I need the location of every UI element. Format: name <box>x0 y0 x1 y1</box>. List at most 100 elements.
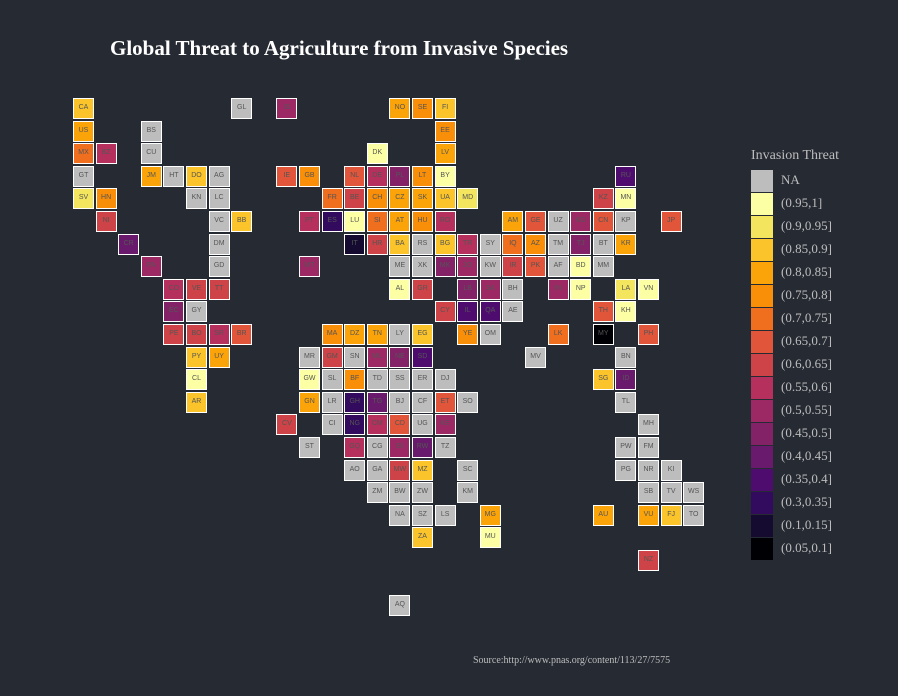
tile-mv: MV <box>525 346 546 368</box>
tile-label: SZ <box>418 510 427 518</box>
tile-label: NP <box>575 284 586 292</box>
tile-label: CI <box>328 420 336 428</box>
tile-label: CU <box>146 149 157 157</box>
tile-dk: DK <box>366 143 388 165</box>
tile-pa: PA <box>140 256 162 278</box>
tile-bb: BB <box>231 211 253 232</box>
tile-eg: EG <box>412 324 433 345</box>
tile-md: MD <box>457 188 479 210</box>
tile-label: KR <box>621 239 631 247</box>
tile-label: BB <box>237 217 247 224</box>
tile-label: BS <box>146 126 156 134</box>
legend-items: NA (0.95,1] (0.9,0.95] (0.85,0.9] (0.8,0.85]… <box>751 170 839 561</box>
tile-cr: CR <box>118 233 140 255</box>
tile-ve: VE <box>186 278 207 300</box>
tile-gq: GQ <box>344 437 366 458</box>
tile-label: KH <box>621 307 631 315</box>
legend-label: (0.05,0.1] <box>781 540 832 555</box>
legend-label: (0.3,0.35] <box>781 494 832 509</box>
tile-label: UG <box>417 420 428 428</box>
tile-label: JM <box>146 171 156 179</box>
legend-label: (0.95,1] <box>781 195 823 210</box>
tile-lu: LU <box>344 211 366 232</box>
tile-tv: TV <box>660 482 682 504</box>
tile-pg: PG <box>615 459 637 481</box>
tile-label: KZ <box>598 194 608 202</box>
tile-sz: SZ <box>412 504 433 526</box>
legend-label: (0.6,0.65] <box>781 356 832 371</box>
tile-pt: PT <box>299 211 320 232</box>
tile-label: PA <box>146 262 156 270</box>
tile-us: US <box>73 120 94 142</box>
tile-ar: AR <box>186 391 207 413</box>
tile-ga: GA <box>366 459 388 481</box>
tile-label: TD <box>372 375 382 383</box>
legend-label: (0.5,0.55] <box>781 402 832 417</box>
tile-label: NR <box>643 465 654 473</box>
tile-label: LC <box>214 194 224 202</box>
tile-label: SK <box>417 194 428 202</box>
tile-label: PE <box>169 330 179 337</box>
tile-label: CV <box>282 420 292 428</box>
tile-label: HN <box>101 194 112 202</box>
tile-bj: BJ <box>389 391 411 413</box>
legend-label: (0.7,0.75] <box>781 310 832 325</box>
tile-ba: BA <box>389 233 411 255</box>
legend-swatch <box>751 377 773 399</box>
tile-label: RW <box>416 443 429 450</box>
tile-aq: AQ <box>389 595 411 617</box>
tile-kz: KZ <box>592 188 614 210</box>
tile-fj: FJ <box>660 504 682 526</box>
tile-label: OM <box>484 330 496 337</box>
tile-nz: NZ <box>638 550 659 571</box>
tile-at: AT <box>389 211 411 232</box>
legend-label: (0.4,0.45] <box>781 448 832 463</box>
tile-mu: MU <box>479 527 501 549</box>
legend-swatch <box>751 423 773 445</box>
tile-label: GB <box>304 171 315 179</box>
tile-label: RU <box>620 171 631 179</box>
tile-pl: PL <box>389 165 411 187</box>
tile-label: MA <box>326 330 338 337</box>
tile-vn: VN <box>638 278 659 300</box>
tile-label: AF <box>553 262 563 270</box>
tile-label: TO <box>688 510 699 518</box>
tile-er: ER <box>412 369 433 391</box>
legend-item: (0.45,0.5] <box>751 423 839 446</box>
legend-item: (0.9,0.95] <box>751 216 839 239</box>
tile-label: NL <box>350 171 360 179</box>
tile-mk: MK <box>434 256 456 278</box>
legend-item: (0.4,0.45] <box>751 446 839 469</box>
tile-ye: YE <box>457 324 479 345</box>
tile-kw: KW <box>479 256 501 278</box>
tile-ua: UA <box>434 188 456 210</box>
legend-item: (0.8,0.85] <box>751 262 839 285</box>
tile-label: SN <box>349 352 360 360</box>
tile-au: AU <box>592 504 614 526</box>
tile-tt: TT <box>208 278 230 300</box>
tile-sd: SD <box>412 346 433 368</box>
tile-label: CG <box>372 443 383 450</box>
tile-label: ST <box>305 443 314 450</box>
tile-label: MV <box>530 352 541 360</box>
tile-label: LS <box>440 510 450 518</box>
tile-so: SO <box>457 391 479 413</box>
tile-label: JO <box>463 262 473 270</box>
tile-label: XK <box>417 262 428 270</box>
tile-label: KI <box>667 465 675 473</box>
tile-ls: LS <box>434 504 456 526</box>
legend-label: (0.55,0.6] <box>781 379 832 394</box>
legend-label: (0.65,0.7] <box>781 333 832 348</box>
tile-st: ST <box>299 437 320 458</box>
tile-label: SS <box>395 375 405 383</box>
tile-label: SV <box>78 194 89 202</box>
source-note: Source:http://www.pnas.org/content/113/2… <box>473 655 671 666</box>
tile-cv: CV <box>276 414 298 436</box>
tile-label: KP <box>621 217 631 224</box>
tile-label: GT <box>78 171 89 179</box>
tile-label: CH <box>372 194 383 202</box>
tile-label: TV <box>666 488 676 496</box>
tile-label: CD <box>394 420 405 428</box>
tile-sy: SY <box>479 233 501 255</box>
